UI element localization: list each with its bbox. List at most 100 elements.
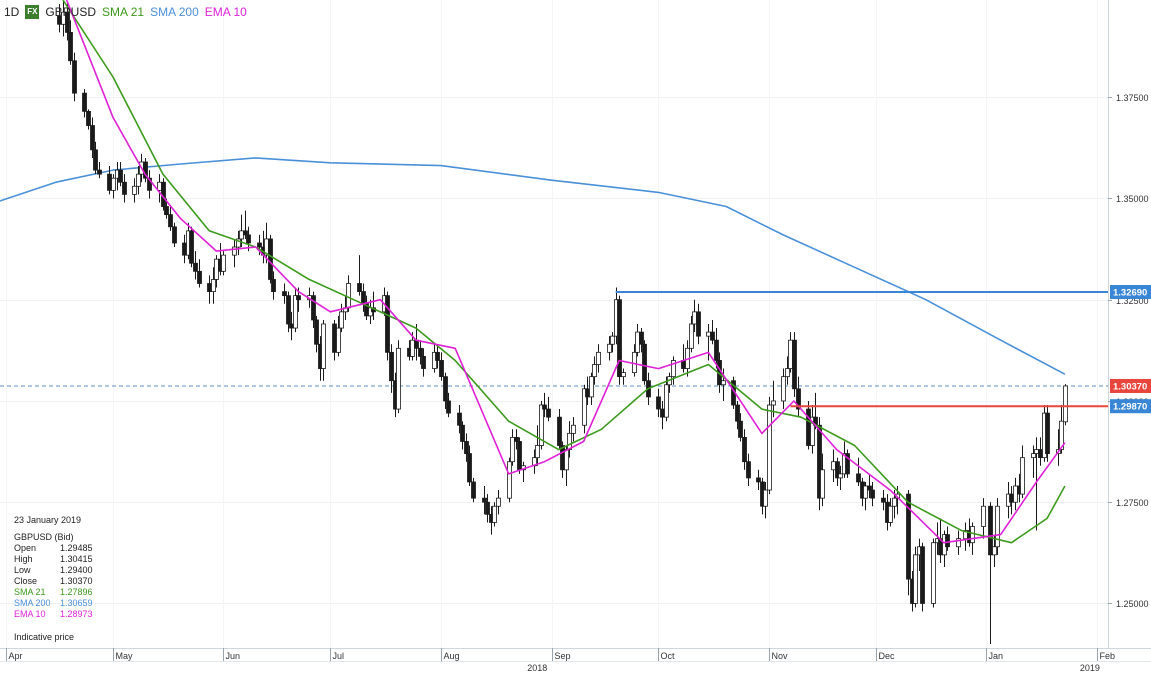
candle-body (585, 388, 590, 398)
info-row-value: 1.30659 (60, 598, 93, 608)
candle-body (632, 351, 637, 374)
candle-body (282, 291, 287, 297)
info-row-label: SMA 200 (14, 598, 51, 608)
candle-body (86, 110, 91, 126)
candle-body (389, 351, 394, 382)
x-month-label: Feb (1100, 651, 1116, 661)
candle-body (988, 505, 993, 556)
x-month-label: Nov (772, 651, 789, 661)
candle-body (182, 242, 187, 256)
candle-body (510, 436, 515, 463)
candle-body (763, 489, 768, 507)
candle-body (535, 445, 540, 459)
info-row: EMA 10 1.28973 (14, 609, 144, 620)
candle-body (211, 279, 216, 293)
info-row-label: Close (14, 576, 38, 586)
info-row: SMA 21 1.27896 (14, 587, 144, 598)
candle-body (414, 339, 419, 349)
candle-body (435, 351, 440, 361)
price-label-box (1110, 285, 1151, 300)
candle-body (881, 497, 886, 503)
candle-body (246, 234, 251, 244)
timeframe-label[interactable]: 1D (4, 5, 20, 19)
candle-body (122, 181, 127, 195)
sma200-legend[interactable]: SMA 200 (150, 5, 199, 19)
candle-body (507, 461, 512, 499)
candle-body (817, 424, 822, 499)
sma21-legend[interactable]: SMA 21 (102, 5, 145, 19)
candle-body (193, 262, 198, 272)
candle-body (906, 493, 911, 580)
candle-body (332, 323, 337, 353)
candle-body (970, 526, 975, 544)
candle-body (189, 230, 194, 264)
info-row: Low 1.29400 (14, 565, 144, 576)
candle-body (336, 327, 341, 353)
ema10-line (65, 0, 1066, 544)
candle-body (482, 497, 487, 503)
candle-body (746, 461, 751, 479)
candle-body (439, 360, 444, 378)
y-tick-label: 1.32500 (1116, 296, 1149, 306)
ema10-legend[interactable]: EMA 10 (204, 5, 247, 19)
candle-body (610, 335, 615, 345)
fx-badge-icon: FX (25, 5, 40, 19)
candle-body (788, 339, 793, 369)
y-tick-label: 1.35000 (1116, 194, 1149, 204)
candle-body (243, 230, 248, 236)
symbol-label[interactable]: GBPUSD (45, 5, 97, 19)
candle-body (557, 416, 562, 446)
candle-body (835, 461, 840, 479)
candle-body (314, 319, 319, 345)
candle-body (361, 291, 366, 305)
candle-body (311, 295, 316, 321)
x-month-label: Dec (879, 651, 896, 661)
candle-body (714, 339, 719, 361)
candle-body (111, 177, 116, 191)
candle-body (446, 400, 451, 414)
candle-body (664, 384, 669, 418)
candle-body (870, 489, 875, 499)
candle-body (1034, 449, 1039, 454)
info-note: Indicative price (14, 632, 75, 642)
info-row-value: 1.28973 (60, 609, 93, 619)
candle-body (1045, 412, 1050, 455)
candle-body (931, 542, 936, 604)
candle-body (592, 364, 597, 378)
candle-body (785, 368, 790, 378)
x-month-label: Apr (9, 651, 23, 661)
candle-body (221, 254, 226, 272)
candle-body (796, 388, 801, 410)
y-tick-label: 1.27500 (1116, 498, 1149, 508)
y-tick-label: 1.37500 (1116, 93, 1149, 103)
candle-body (995, 505, 1000, 548)
candle-body (464, 441, 469, 455)
candle-body (271, 279, 276, 293)
candle-body (496, 497, 501, 507)
candle-body (421, 355, 426, 369)
candle-body (567, 432, 572, 450)
candle-body (838, 473, 843, 479)
x-month-label: Sep (555, 651, 571, 661)
candle-body (671, 360, 676, 378)
candle-body (781, 376, 786, 402)
candle-body (696, 311, 701, 337)
candle-body (467, 453, 472, 483)
candle-body (1059, 420, 1064, 450)
candle-body (810, 416, 815, 446)
candle-body (346, 283, 351, 309)
candle-body (457, 412, 462, 426)
candle-body (771, 400, 776, 406)
info-row: Close 1.30370 (14, 576, 144, 587)
x-month-label: May (116, 651, 134, 661)
candle-body (692, 311, 697, 325)
candle-body (863, 485, 868, 499)
info-row-label: SMA 21 (14, 587, 46, 597)
info-row-value: 1.27896 (60, 587, 93, 597)
candle-body (286, 295, 291, 325)
info-row: High 1.30415 (14, 554, 144, 565)
candle-body (639, 331, 644, 345)
candle-body (564, 449, 569, 471)
candle-body (981, 505, 986, 527)
